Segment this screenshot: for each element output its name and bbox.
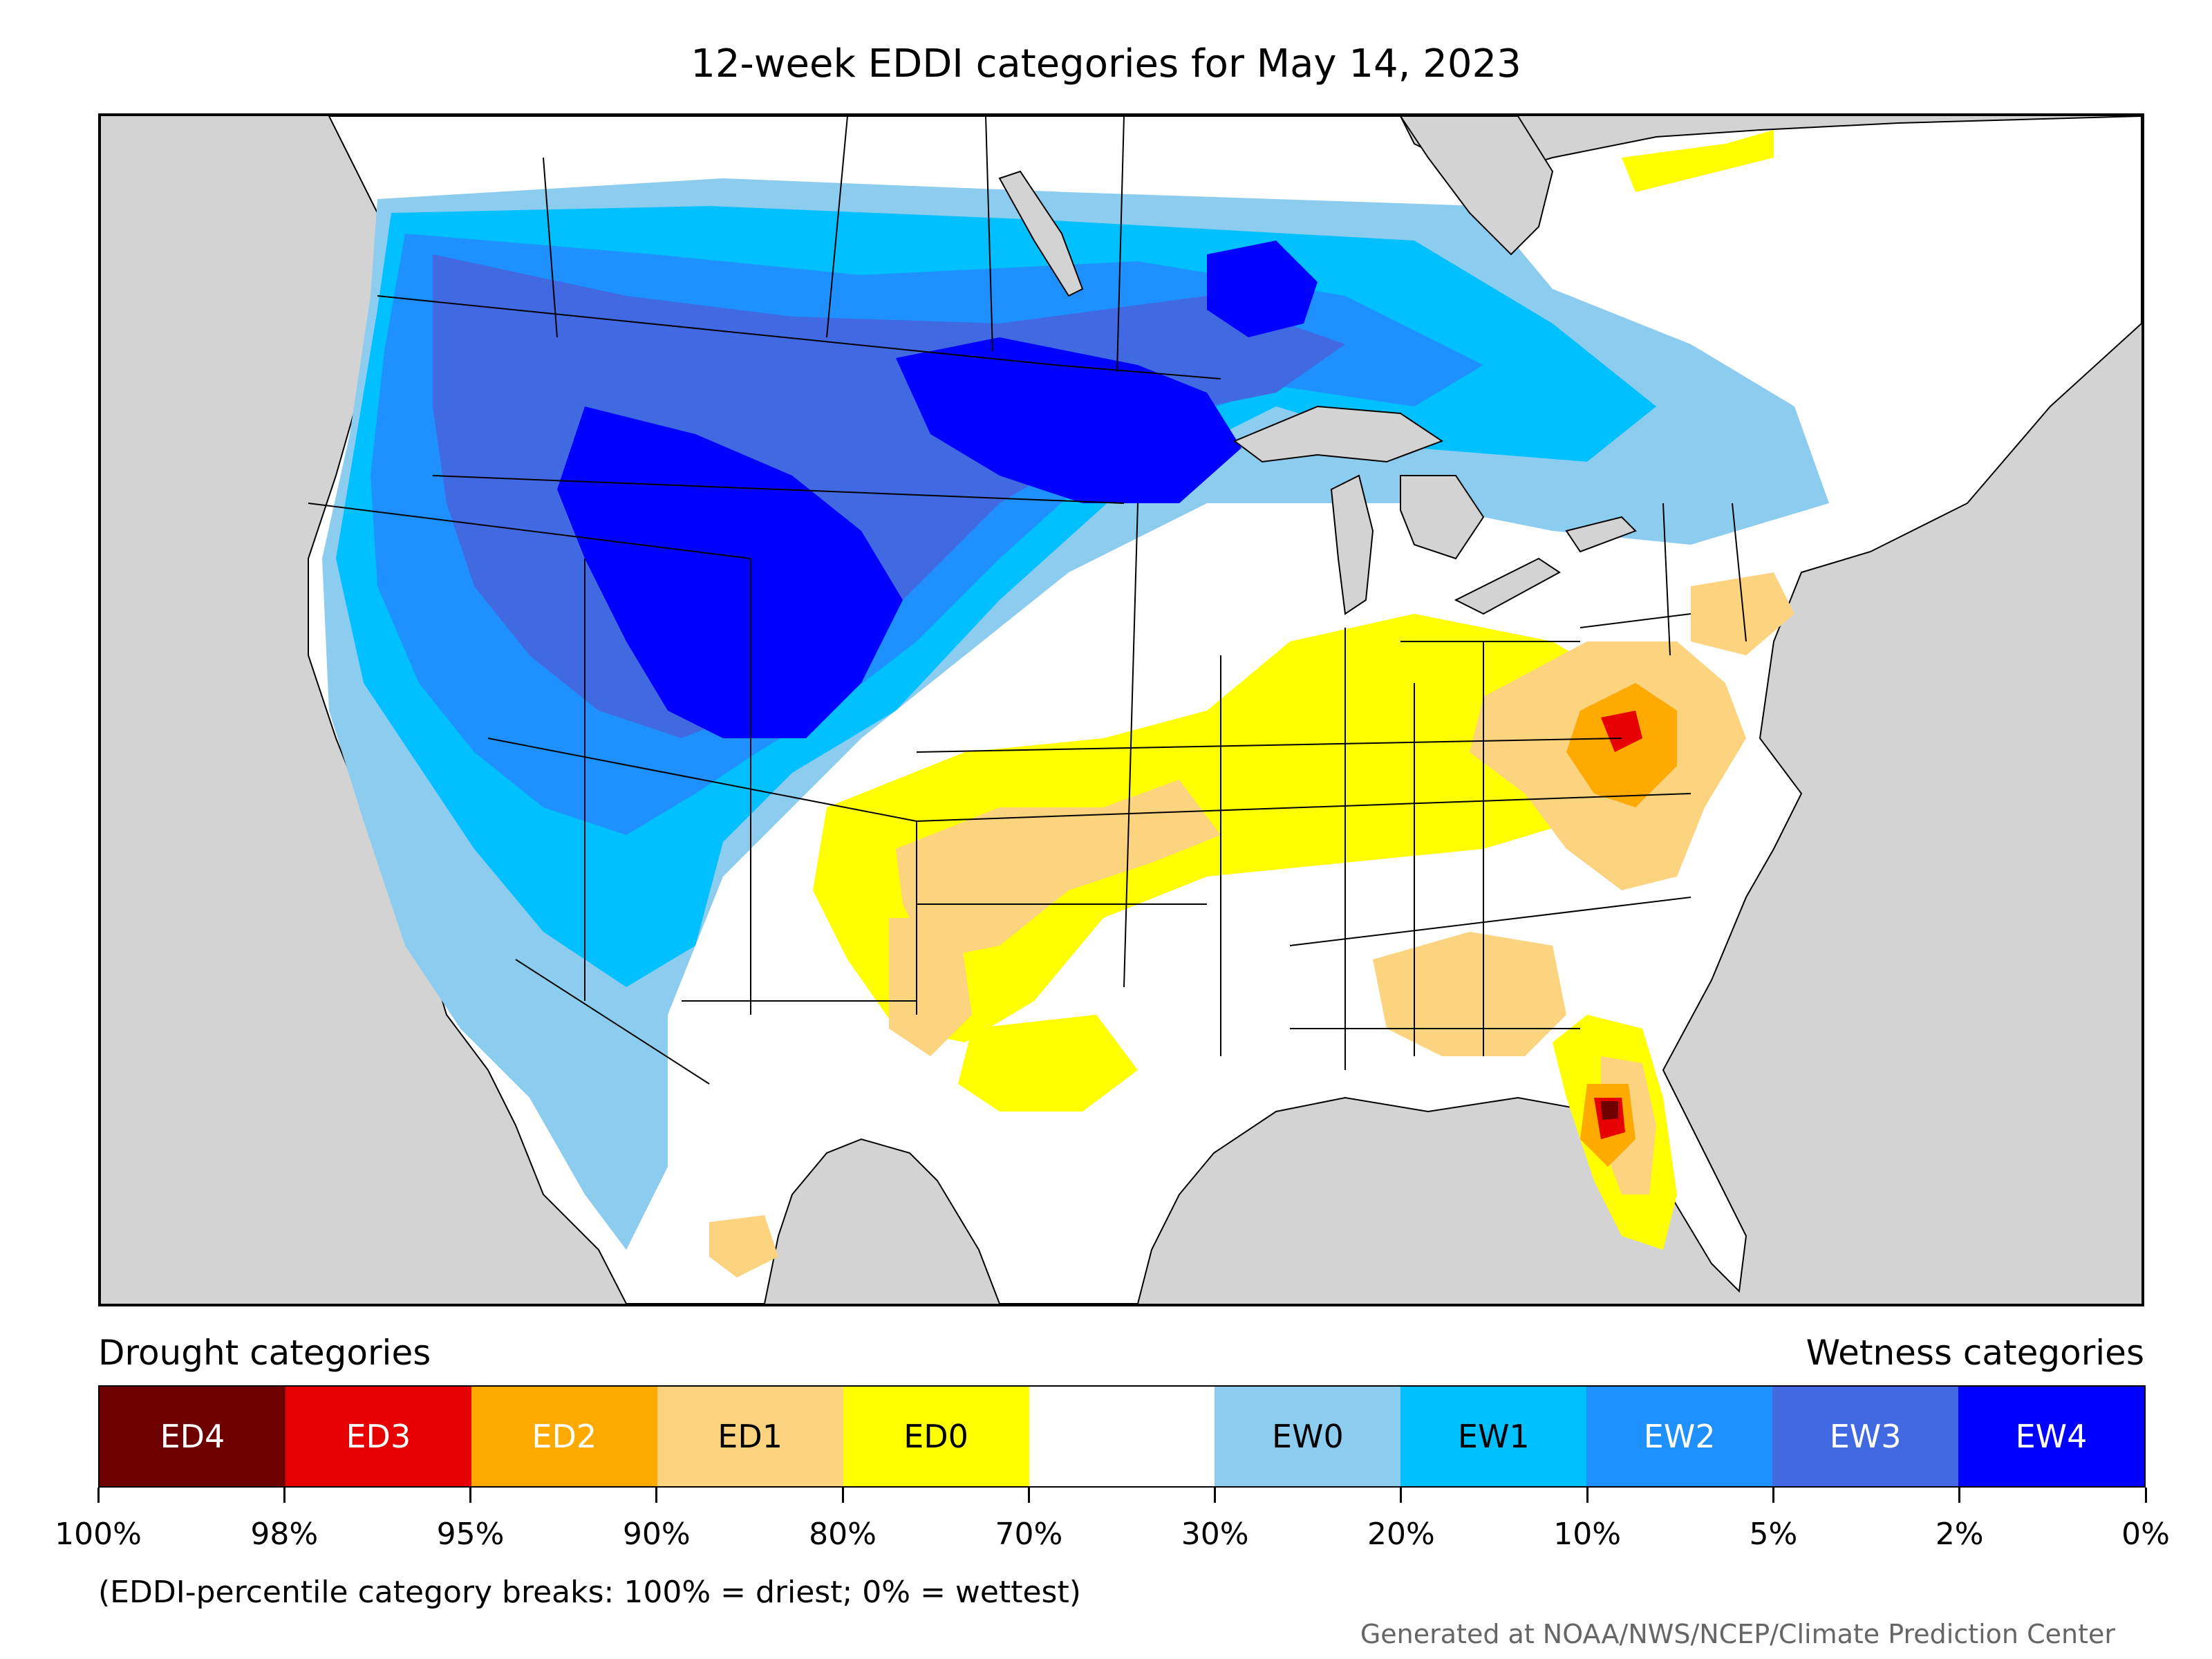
lake-erie: [1454, 557, 1561, 615]
legend-tick: [1586, 1488, 1588, 1503]
legend-ticks: [97, 1488, 2147, 1508]
legend-break-label: 10%: [1553, 1517, 1622, 1552]
legend-break-label: 80%: [809, 1517, 877, 1552]
legend-tick: [1214, 1488, 1217, 1503]
legend-tick: [1027, 1488, 1030, 1503]
drought-categories-heading: Drought categories: [98, 1333, 431, 1373]
legend-swatch-ew2: EW2: [1586, 1387, 1773, 1486]
legend-tick: [1772, 1488, 1774, 1503]
credit-line: Generated at NOAA/NWS/NCEP/Climate Predi…: [1360, 1619, 2115, 1649]
legend-swatch-ew3: EW3: [1772, 1387, 1959, 1486]
hudson-bay: [1399, 116, 1554, 256]
lake-superior: [1233, 405, 1444, 463]
legend-swatch-neutral: [1029, 1387, 1215, 1486]
legend-tick: [1958, 1488, 1961, 1503]
legend-break-label: 0%: [2121, 1517, 2170, 1552]
drought-zone-ed3-virginia: [1601, 711, 1642, 752]
eddi-map: [98, 113, 2144, 1306]
lake-huron: [1400, 475, 1485, 560]
drought-zone-ed4-florida: [1601, 1101, 1618, 1120]
lake-ontario: [1565, 516, 1637, 553]
drought-zone-ed1-texas: [889, 918, 972, 1056]
legend-break-label: 70%: [995, 1517, 1063, 1552]
legend-break-label: 5%: [1749, 1517, 1798, 1552]
wetness-categories-heading: Wetness categories: [1806, 1333, 2144, 1373]
drought-zone-ed1-mexico: [709, 1215, 778, 1277]
legend-break-label: 95%: [436, 1517, 505, 1552]
wetness-zone-ew4-north: [896, 337, 1241, 503]
legend-break-label: 90%: [622, 1517, 691, 1552]
legend-swatch-ed3: ED3: [285, 1387, 471, 1486]
map-title: 12-week EDDI categories for May 14, 2023: [691, 41, 1521, 86]
legend-tick: [1400, 1488, 1403, 1503]
legend-swatch-ed1: ED1: [657, 1387, 843, 1486]
legend-break-label: 100%: [55, 1517, 142, 1552]
political-boundaries: [308, 116, 1747, 1085]
wetness-zone-ew4-rockies: [557, 406, 903, 738]
map-canvas: [308, 116, 2141, 1304]
drought-zone-ed0-quebec: [1622, 130, 1774, 192]
drought-zone-ed1-plains: [896, 780, 1221, 959]
legend-swatch-ed4: ED4: [100, 1387, 285, 1486]
category-legend-bar: ED4 ED3 ED2 ED1 ED0 EW0 EW1 EW2 EW3 EW4: [98, 1385, 2146, 1488]
percentile-note: (EDDI-percentile category breaks: 100% =…: [98, 1575, 1081, 1610]
legend-tick: [2144, 1488, 2147, 1503]
legend-tick: [97, 1488, 100, 1503]
wetness-zone-ew4-canada: [1207, 241, 1318, 337]
legend-swatch-ed2: ED2: [471, 1387, 657, 1486]
legend-swatch-ew0: EW0: [1215, 1387, 1401, 1486]
legend-tick: [469, 1488, 472, 1503]
drought-zone-ed1-southeast: [1373, 932, 1566, 1056]
legend-break-label: 30%: [1181, 1517, 1249, 1552]
legend-break-label: 2%: [1935, 1517, 1984, 1552]
legend-tick: [283, 1488, 285, 1503]
legend-tick: [841, 1488, 844, 1503]
legend-tick: [655, 1488, 658, 1503]
drought-zone-ed0-texas: [958, 1015, 1138, 1112]
lake-michigan: [1330, 474, 1374, 615]
legend-swatch-ew1: EW1: [1400, 1387, 1587, 1486]
legend-break-label: 20%: [1367, 1517, 1435, 1552]
drought-zone-ed0-plains: [813, 614, 1663, 1042]
legend-swatch-ew4: EW4: [1958, 1387, 2144, 1486]
legend-swatch-ed0: ED0: [843, 1387, 1029, 1486]
legend-break-label: 98%: [250, 1517, 319, 1552]
lake-winnipeg: [998, 170, 1084, 297]
